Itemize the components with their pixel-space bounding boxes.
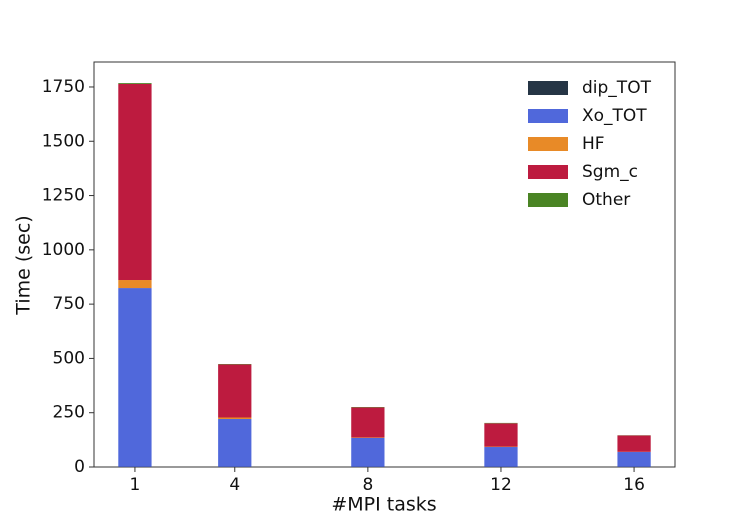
y-tick-label: 1250 (42, 186, 85, 206)
x-tick-label: 1 (130, 475, 141, 495)
bar-segment (617, 452, 651, 467)
y-tick-label: 1000 (42, 240, 85, 260)
bar-segment (218, 419, 252, 467)
y-tick-label: 750 (53, 294, 85, 314)
legend-label: Xo_TOT (582, 106, 647, 126)
x-tick-label: 16 (623, 475, 645, 495)
y-tick-label: 1750 (42, 77, 85, 97)
bar-segment (118, 83, 152, 281)
x-axis-label: #MPI tasks (331, 494, 436, 516)
x-tick-label: 4 (229, 475, 240, 495)
legend-swatch (528, 137, 568, 151)
bar-segment (351, 437, 385, 467)
legend-swatch (528, 109, 568, 123)
bar-segment (484, 447, 518, 467)
bar-segment (484, 423, 518, 447)
x-tick-label: 8 (362, 475, 373, 495)
y-tick-label: 0 (74, 457, 85, 477)
bar-segment (218, 417, 252, 420)
y-tick-label: 250 (53, 403, 85, 423)
legend-swatch (528, 165, 568, 179)
bar-segment (351, 407, 385, 438)
bar-segment (118, 280, 152, 289)
legend-swatch (528, 193, 568, 207)
legend-label: Sgm_c (582, 162, 638, 182)
bar-segment (617, 435, 651, 452)
y-tick-label: 500 (53, 348, 85, 368)
bar-segment (118, 288, 152, 467)
legend-label: dip_TOT (582, 78, 652, 98)
legend-label: HF (582, 134, 605, 154)
bar-segment (218, 364, 252, 418)
bar-segment (118, 83, 152, 84)
y-axis-label: Time (sec) (13, 215, 35, 315)
legend-swatch (528, 81, 568, 95)
legend-label: Other (582, 190, 630, 210)
x-tick-label: 12 (490, 475, 512, 495)
y-tick-label: 1500 (42, 131, 85, 151)
